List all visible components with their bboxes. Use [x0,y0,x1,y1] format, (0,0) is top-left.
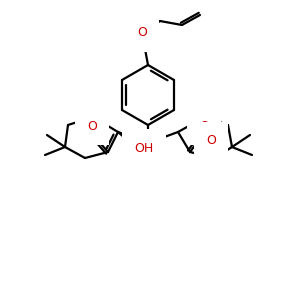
Text: O: O [137,26,147,40]
Text: O: O [206,134,216,148]
Text: OH: OH [134,142,154,154]
Text: O: O [199,119,209,133]
Text: O: O [87,119,97,133]
